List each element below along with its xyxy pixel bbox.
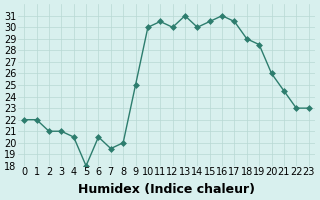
X-axis label: Humidex (Indice chaleur): Humidex (Indice chaleur) bbox=[78, 183, 255, 196]
